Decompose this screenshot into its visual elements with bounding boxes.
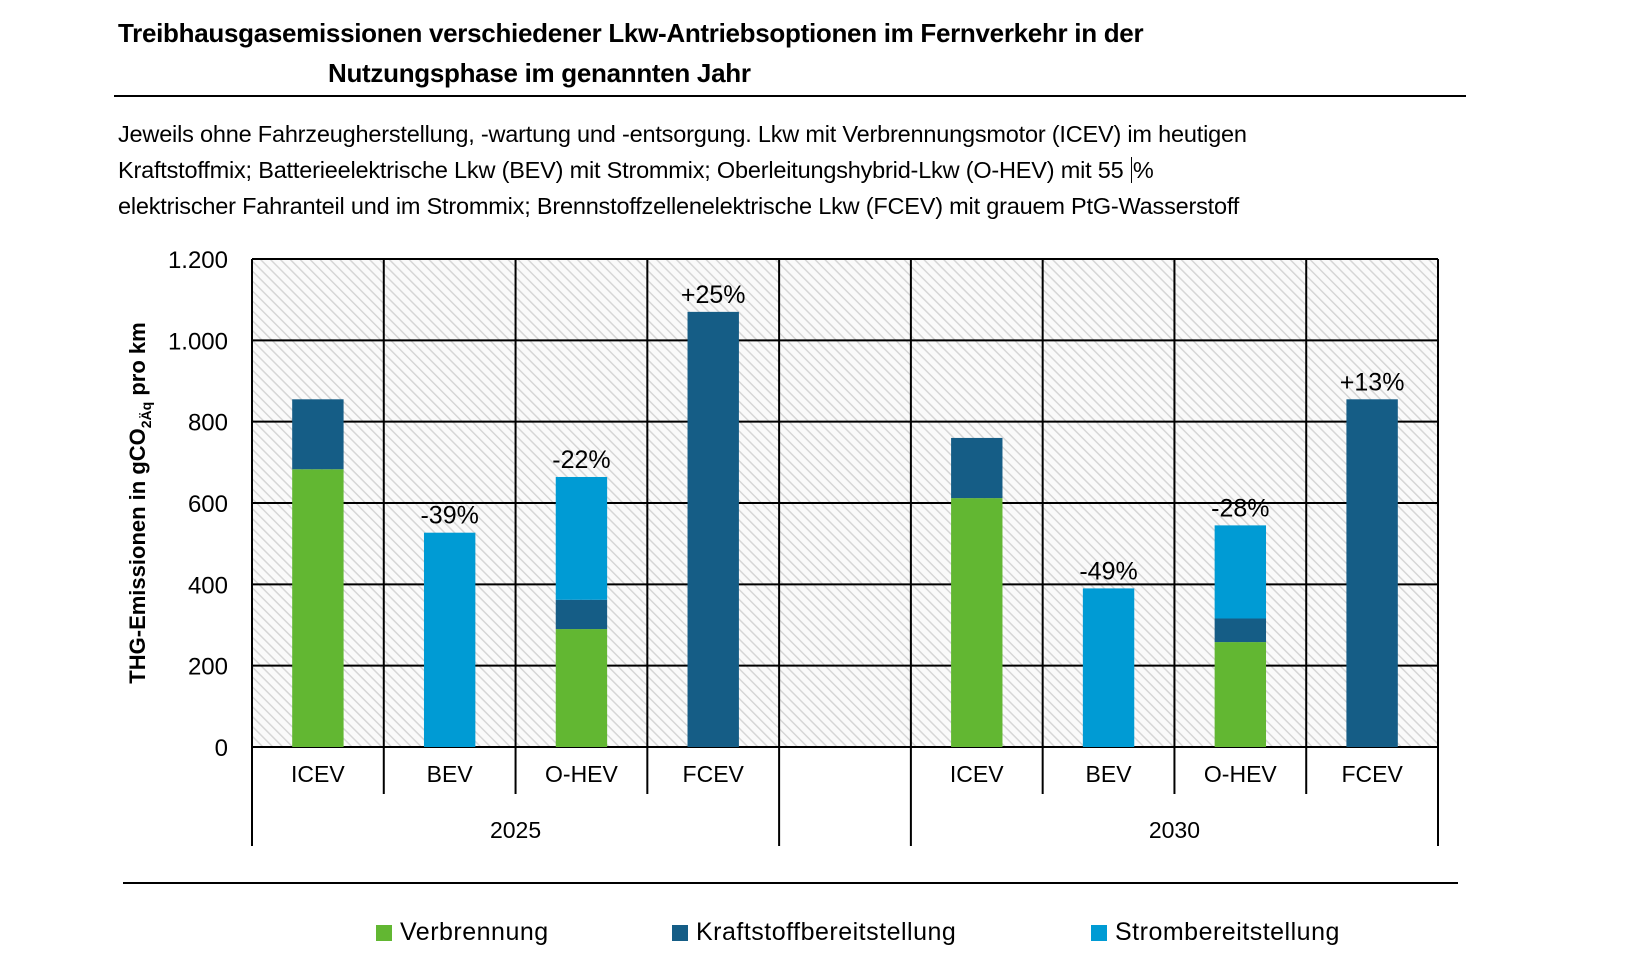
y-tick-label: 1.000 [168, 328, 228, 355]
bar-strombereitstellung-2 [555, 476, 608, 600]
change-annotation: +25% [681, 281, 746, 309]
y-tick-label: 800 [188, 410, 228, 437]
bar-verbrennung-5 [951, 498, 1003, 747]
bar-strombereitstellung-7 [1214, 525, 1267, 619]
chart-title-line-1: Treibhausgasemissionen verschiedener Lkw… [118, 18, 1144, 48]
title-divider [114, 95, 1466, 97]
chart-legend: Verbrennung Kraftstoffbereitstellung Str… [0, 918, 1650, 952]
change-annotation: +13% [1340, 368, 1405, 396]
y-tick-label: 0 [215, 735, 228, 762]
legend-item-strombereitstellung: Strombereitstellung [1091, 918, 1340, 947]
legend-divider [123, 882, 1458, 884]
bar-kraftstoffbereitstellung-7 [1214, 618, 1267, 643]
bar-kraftstoffbereitstellung-5 [951, 437, 1003, 499]
y-axis-label: THG-Emissionen in gCO2Äq pro km [125, 322, 154, 683]
change-annotation: -39% [420, 502, 478, 530]
y-axis-label-main: THG-Emissionen in gCO [125, 428, 150, 683]
chart-subtitle: Jeweils ohne Fahrzeugherstellung, -wartu… [118, 116, 1478, 224]
x-tick-label: O-HEV [1204, 761, 1278, 787]
group-label: 2030 [1149, 817, 1200, 843]
chart-title-line-2: Nutzungsphase im genannten Jahr [328, 58, 751, 88]
legend-swatch-strombereitstellung [1091, 924, 1107, 941]
legend-item-verbrennung: Verbrennung [376, 918, 549, 947]
y-tick-label: 400 [188, 572, 228, 599]
y-axis-label-tail: pro km [125, 322, 150, 401]
bar-kraftstoffbereitstellung-2 [555, 599, 608, 630]
bar-verbrennung-7 [1214, 642, 1267, 747]
x-tick-label: ICEV [291, 761, 345, 787]
subtitle-line-3: elektrischer Fahranteil und im Strommix;… [118, 193, 1240, 219]
x-tick-label: BEV [427, 761, 474, 787]
bar-kraftstoffbereitstellung-3 [687, 311, 739, 747]
x-tick-label: ICEV [950, 761, 1004, 787]
y-tick-label: 200 [188, 654, 228, 681]
subtitle-line-2: Kraftstoffmix; Batterieelektrische Lkw (… [118, 152, 1478, 188]
y-axis-label-subscript: 2Äq [138, 402, 154, 428]
legend-swatch-verbrennung [376, 924, 392, 941]
subtitle-line-2-text: Kraftstoffmix; Batterieelektrische Lkw (… [118, 157, 1130, 183]
change-annotation: -22% [552, 446, 610, 474]
group-label: 2025 [490, 817, 541, 843]
bar-kraftstoffbereitstellung-0 [292, 399, 344, 470]
x-tick-label: O-HEV [545, 761, 619, 787]
bar-verbrennung-0 [292, 469, 344, 747]
legend-label: Verbrennung [400, 918, 549, 946]
x-tick-label: FCEV [683, 761, 745, 787]
legend-label: Kraftstoffbereitstellung [696, 918, 957, 946]
y-tick-label: 600 [188, 491, 228, 518]
legend-item-kraftstoffbereitstellung: Kraftstoffbereitstellung [672, 918, 956, 947]
subtitle-percent: % [1132, 157, 1154, 183]
y-tick-label: 1.200 [168, 247, 228, 274]
change-annotation: -28% [1211, 494, 1269, 522]
change-annotation: -49% [1079, 557, 1137, 585]
bar-kraftstoffbereitstellung-8 [1346, 399, 1398, 747]
x-tick-label: BEV [1086, 761, 1133, 787]
legend-swatch-kraftstoffbereitstellung [672, 924, 688, 941]
bar-strombereitstellung-1 [423, 532, 476, 747]
legend-label: Strombereitstellung [1115, 918, 1340, 946]
bar-verbrennung-2 [555, 629, 608, 747]
subtitle-line-1: Jeweils ohne Fahrzeugherstellung, -wartu… [118, 121, 1247, 147]
x-tick-label: FCEV [1341, 761, 1403, 787]
text-cursor [1130, 157, 1132, 183]
bar-strombereitstellung-6 [1082, 588, 1135, 747]
